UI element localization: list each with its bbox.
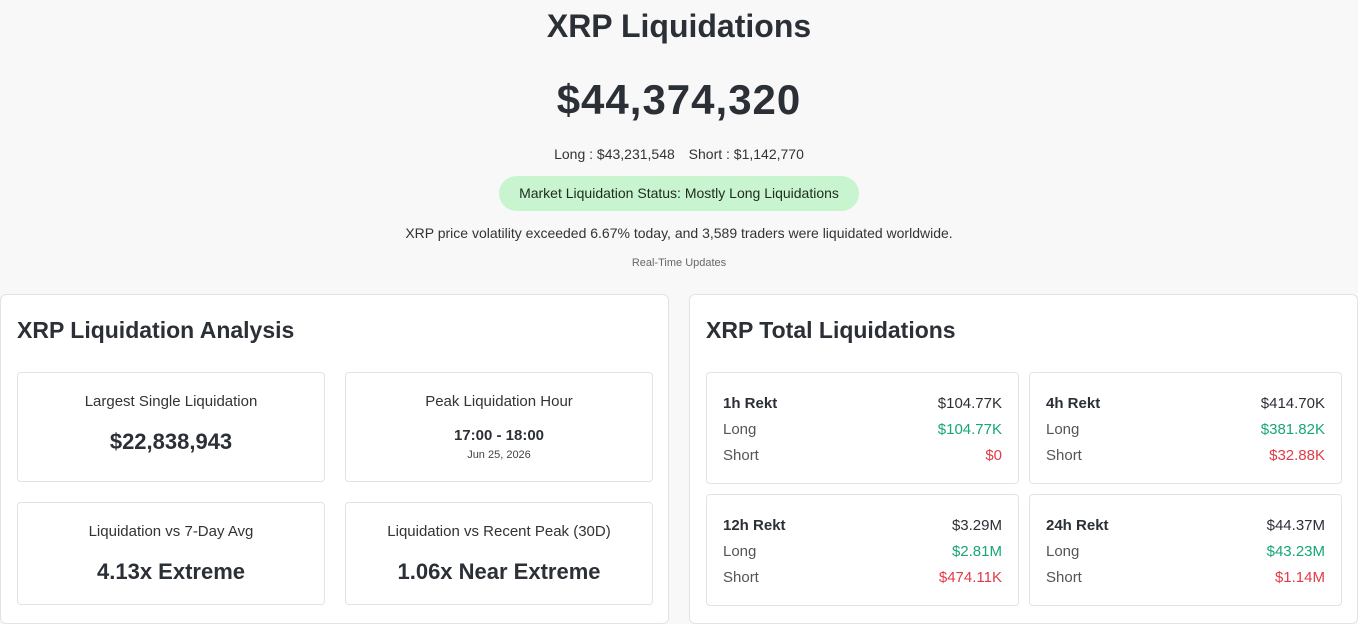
rekt-label: 1h Rekt <box>723 395 778 412</box>
vs-peak-label: Liquidation vs Recent Peak (30D) <box>387 523 611 540</box>
short-label: Short <box>723 447 759 464</box>
short-label: Short <box>1046 447 1082 464</box>
vs-7day-card: Liquidation vs 7-Day Avg 4.13x Extreme <box>17 502 325 605</box>
rekt-long-value: $104.77K <box>937 421 1002 438</box>
rekt-short-value: $474.11K <box>938 569 1002 586</box>
short-label: Short <box>723 569 759 586</box>
analysis-title: XRP Liquidation Analysis <box>17 317 295 343</box>
rekt-short-value: $0 <box>985 447 1002 464</box>
page-title: XRP Liquidations <box>546 8 812 44</box>
volatility-summary: XRP price volatility exceeded 6.67% toda… <box>405 225 953 241</box>
peak-hour-time: 17:00 - 18:00 <box>453 427 545 444</box>
rekt-total: $3.29M <box>951 517 1002 534</box>
largest-liquidation-card: Largest Single Liquidation $22,838,943 <box>17 372 325 482</box>
rekt-card-24h: 24h Rekt $44.37M Long $43.23M Short $1.14M <box>1029 494 1342 606</box>
totals-title: XRP Total Liquidations <box>706 317 956 343</box>
long-label: Long <box>723 421 757 438</box>
rekt-total: $104.77K <box>937 395 1002 412</box>
vs-peak-card: Liquidation vs Recent Peak (30D) 1.06x N… <box>345 502 653 605</box>
largest-liquidation-value: $22,838,943 <box>109 429 233 454</box>
rekt-long-value: $43.23M <box>1266 543 1325 560</box>
peak-hour-label: Peak Liquidation Hour <box>425 393 573 410</box>
long-short-summary: Long : $43,231,548 Short : $1,142,770 <box>0 146 1358 162</box>
vs-7day-label: Liquidation vs 7-Day Avg <box>88 523 254 540</box>
rekt-label: 12h Rekt <box>723 517 786 534</box>
rekt-card-1h: 1h Rekt $104.77K Long $104.77K Short $0 <box>706 372 1019 484</box>
rekt-label: 4h Rekt <box>1046 395 1101 412</box>
short-label: Short <box>1046 569 1082 586</box>
status-badge: Market Liquidation Status: Mostly Long L… <box>499 176 859 211</box>
total-liquidation-value: $44,374,320 <box>556 76 802 123</box>
rekt-total: $44.37M <box>1266 517 1325 534</box>
peak-hour-card: Peak Liquidation Hour 17:00 - 18:00 Jun … <box>345 372 653 482</box>
rekt-long-value: $2.81M <box>951 543 1002 560</box>
long-label: Long <box>1046 421 1080 438</box>
long-total: Long : $43,231,548 <box>554 146 675 162</box>
rekt-card-12h: 12h Rekt $3.29M Long $2.81M Short $474.11K <box>706 494 1019 606</box>
peak-hour-date: Jun 25, 2026 <box>467 449 531 461</box>
liquidation-analysis-panel: XRP Liquidation Analysis Largest Single … <box>0 294 669 624</box>
rekt-label: 24h Rekt <box>1046 517 1109 534</box>
vs-peak-value: 1.06x Near Extreme <box>397 559 601 584</box>
header: XRP Liquidations $44,374,320 Long : $43,… <box>0 0 1358 290</box>
long-label: Long <box>1046 543 1080 560</box>
rekt-short-value: $1.14M <box>1274 569 1325 586</box>
rekt-total: $414.70K <box>1260 395 1325 412</box>
vs-7day-value: 4.13x Extreme <box>97 559 245 584</box>
long-label: Long <box>723 543 757 560</box>
realtime-label: Real-Time Updates <box>631 257 727 269</box>
short-total: Short : $1,142,770 <box>688 146 804 162</box>
largest-liquidation-label: Largest Single Liquidation <box>84 393 258 410</box>
rekt-long-value: $381.82K <box>1260 421 1325 438</box>
rekt-short-value: $32.88K <box>1269 447 1325 464</box>
total-liquidations-panel: XRP Total Liquidations 1h Rekt $104.77K L… <box>689 294 1358 624</box>
rekt-card-4h: 4h Rekt $414.70K Long $381.82K Short $32.88… <box>1029 372 1342 484</box>
